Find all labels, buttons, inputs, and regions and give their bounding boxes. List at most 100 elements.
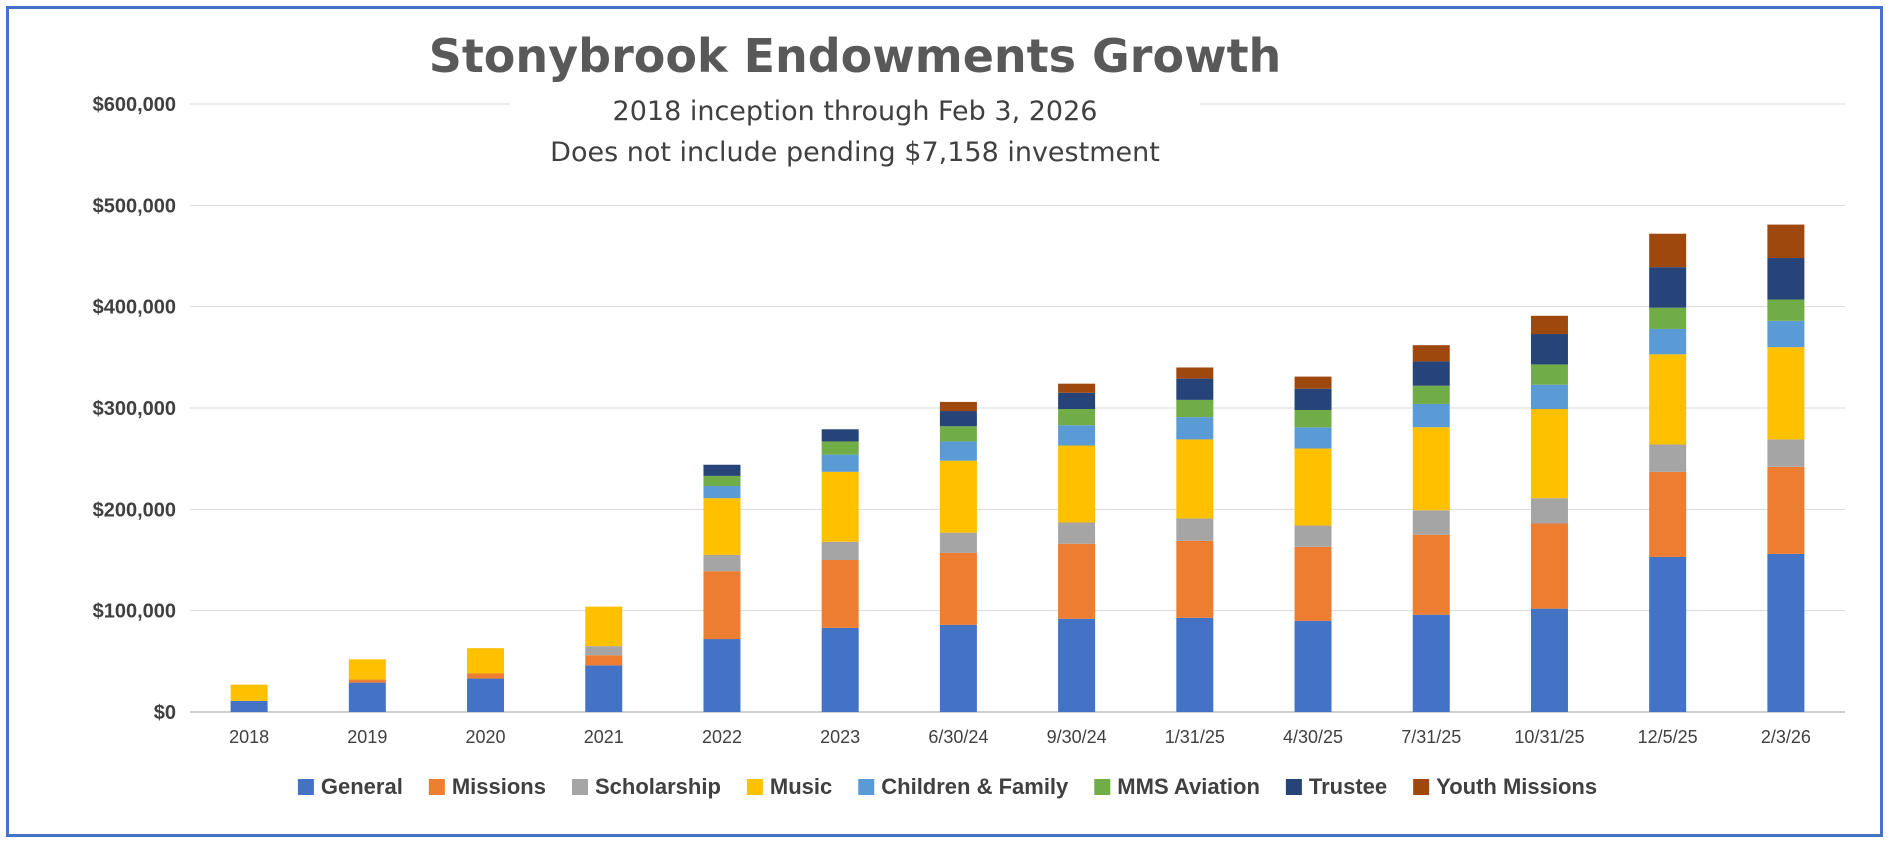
bar-segment <box>1058 425 1096 446</box>
legend-label: Scholarship <box>595 774 721 799</box>
legend-swatch <box>297 779 314 795</box>
bar-segment <box>939 624 977 712</box>
legend-item: Scholarship <box>571 774 721 799</box>
legend-swatch <box>1413 779 1430 795</box>
title-background <box>510 24 1200 174</box>
x-tick-label: 2023 <box>820 727 860 747</box>
bar-segment <box>703 639 741 712</box>
bar-segment <box>1767 466 1805 554</box>
y-tick-label: $600,000 <box>93 94 176 116</box>
bar-segment <box>585 606 623 647</box>
x-tick-label: 12/5/25 <box>1638 727 1698 747</box>
bar-segment <box>1412 361 1450 386</box>
chart-title: Stonybrook Endowments Growth <box>429 29 1282 83</box>
bar-segment <box>821 441 859 455</box>
bar-segment <box>703 498 741 555</box>
bar-segment <box>1530 364 1568 385</box>
bar-segment <box>821 454 859 472</box>
bar-segment <box>585 655 623 666</box>
bar-segment <box>821 541 859 560</box>
bar-segment <box>585 646 623 656</box>
bar-segment <box>1176 367 1214 379</box>
bar-segment <box>1767 347 1805 440</box>
x-axis: 2018 2019 2020 2021 2022 2023 6/30/24 9/30/24 1/… <box>229 727 1811 747</box>
bar-segment <box>1176 540 1214 618</box>
x-tick-label: 7/31/25 <box>1401 727 1461 747</box>
bar-segment <box>1412 427 1450 511</box>
bar-segment <box>1058 409 1096 426</box>
bar-segment <box>1176 417 1214 440</box>
legend-swatch <box>1285 779 1302 795</box>
legend-item: MMS Aviation <box>1094 774 1260 799</box>
legend-label: Missions <box>452 774 546 799</box>
legend-item: Missions <box>428 774 546 799</box>
bar-segment <box>1767 299 1805 321</box>
bar-segment <box>1649 556 1687 712</box>
y-tick-label: $400,000 <box>93 297 176 319</box>
bar-segment <box>939 411 977 427</box>
legend-swatch <box>746 779 763 795</box>
bar-segment <box>1530 315 1568 335</box>
x-tick-label: 2022 <box>702 727 742 747</box>
bar-segment <box>1530 334 1568 365</box>
bar-segment <box>585 665 623 712</box>
bar-segment <box>1294 546 1332 621</box>
legend-swatch <box>1094 779 1111 795</box>
x-tick-label: 9/30/24 <box>1047 727 1107 747</box>
bar-segment <box>939 426 977 442</box>
bar-segment <box>821 560 859 628</box>
legend-swatch <box>571 779 588 795</box>
bar-segment <box>1530 523 1568 609</box>
y-tick-label: $500,000 <box>93 195 176 217</box>
bar-segment <box>821 471 859 542</box>
bar-segment <box>1767 320 1805 348</box>
legend-label: Children & Family <box>881 774 1069 799</box>
bar-segment <box>1294 620 1332 712</box>
bar-segment <box>1294 376 1332 389</box>
x-tick-label: 2020 <box>466 727 506 747</box>
bar-segment <box>1649 354 1687 445</box>
bar-segment <box>1649 267 1687 308</box>
x-tick-label: 2018 <box>229 727 269 747</box>
bar-segment <box>1767 258 1805 300</box>
bar-segment <box>1176 439 1214 519</box>
bar-segment <box>703 571 741 640</box>
x-tick-label: 2/3/26 <box>1761 727 1811 747</box>
bar-segment <box>939 441 977 461</box>
bar-segment <box>348 679 386 683</box>
bar-segment <box>1530 409 1568 499</box>
bar-segment <box>1294 410 1332 428</box>
bar-segment <box>1412 510 1450 535</box>
x-tick-label: 10/31/25 <box>1514 727 1584 747</box>
bar-segment <box>1058 522 1096 544</box>
legend-label: Trustee <box>1309 774 1387 799</box>
bar-segment <box>1058 618 1096 712</box>
x-tick-label: 2019 <box>347 727 387 747</box>
bar-segment <box>230 684 268 701</box>
bar-segment <box>1294 427 1332 449</box>
bar-segment <box>1767 553 1805 712</box>
y-tick-label: $0 <box>154 702 176 724</box>
legend-item: General <box>297 774 403 799</box>
bar-segment <box>1767 439 1805 467</box>
x-tick-label: 6/30/24 <box>928 727 988 747</box>
bar-segment <box>1058 445 1096 523</box>
bar-segment <box>1058 383 1096 393</box>
bar-segment <box>1649 328 1687 355</box>
bar-segment <box>1649 233 1687 268</box>
legend-item: Trustee <box>1285 774 1387 799</box>
bar-segment <box>1294 525 1332 547</box>
legend-label: MMS Aviation <box>1117 774 1260 799</box>
legend-item: Children & Family <box>858 774 1069 799</box>
bar-segment <box>1058 543 1096 619</box>
bar-segment <box>1412 614 1450 712</box>
bar-segment <box>467 673 505 679</box>
y-axis: $0 $100,000 $200,000 $300,000 $400,000 $500,0… <box>93 94 176 724</box>
bar-segment <box>939 401 977 412</box>
bar-segment <box>1530 384 1568 410</box>
bar-segment <box>230 700 268 712</box>
chart-subtitle-line-1: 2018 inception through Feb 3, 2026 <box>613 96 1098 127</box>
bar-segment <box>1176 617 1214 712</box>
bar-segment <box>1176 399 1214 418</box>
